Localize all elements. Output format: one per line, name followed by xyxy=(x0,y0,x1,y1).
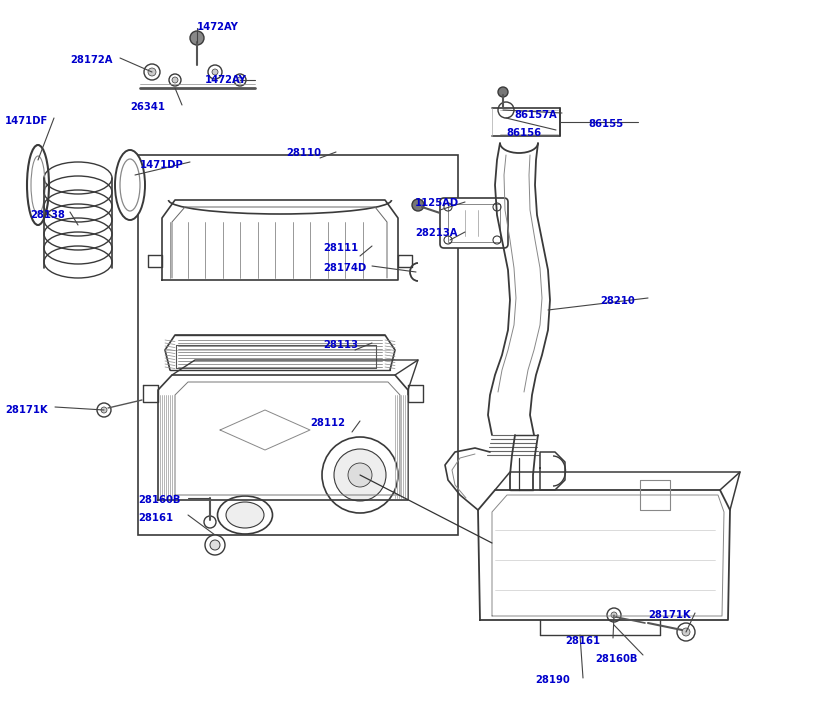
Circle shape xyxy=(412,199,424,211)
Circle shape xyxy=(212,69,218,75)
Text: 1471DP: 1471DP xyxy=(140,160,183,170)
Text: 28174D: 28174D xyxy=(323,263,366,273)
Bar xyxy=(448,204,500,242)
Text: 28210: 28210 xyxy=(600,296,634,306)
FancyBboxPatch shape xyxy=(440,198,508,248)
Circle shape xyxy=(97,403,111,417)
Text: 28160B: 28160B xyxy=(138,495,180,505)
Circle shape xyxy=(498,87,508,97)
Bar xyxy=(138,155,458,535)
Circle shape xyxy=(101,407,107,413)
Circle shape xyxy=(322,437,398,513)
Ellipse shape xyxy=(226,502,264,528)
Text: 28138: 28138 xyxy=(30,210,65,220)
Circle shape xyxy=(348,463,372,487)
Circle shape xyxy=(677,623,695,641)
Text: 1472AY: 1472AY xyxy=(197,22,239,32)
Text: 28110: 28110 xyxy=(286,148,321,158)
Text: 28111: 28111 xyxy=(323,243,358,253)
Text: 1471DF: 1471DF xyxy=(5,116,48,126)
Circle shape xyxy=(148,68,156,76)
Text: 28190: 28190 xyxy=(535,675,570,685)
Text: 86156: 86156 xyxy=(506,128,541,138)
Text: 28161: 28161 xyxy=(565,636,601,646)
Ellipse shape xyxy=(217,496,273,534)
Circle shape xyxy=(204,516,216,528)
Circle shape xyxy=(498,102,514,118)
Circle shape xyxy=(208,65,222,79)
Circle shape xyxy=(237,77,243,83)
Text: 28161: 28161 xyxy=(138,513,173,523)
Circle shape xyxy=(172,77,178,83)
Ellipse shape xyxy=(115,150,145,220)
Circle shape xyxy=(682,628,690,636)
Text: 1125AD: 1125AD xyxy=(415,198,459,208)
Text: 28113: 28113 xyxy=(323,340,358,350)
Text: 86155: 86155 xyxy=(588,119,623,129)
Text: 28213A: 28213A xyxy=(415,228,458,238)
Circle shape xyxy=(611,612,617,618)
Circle shape xyxy=(205,535,225,555)
Circle shape xyxy=(190,31,204,45)
Text: 86157A: 86157A xyxy=(514,110,557,120)
Text: 28171K: 28171K xyxy=(648,610,691,620)
Circle shape xyxy=(334,449,386,501)
Circle shape xyxy=(169,74,181,86)
Circle shape xyxy=(234,74,246,86)
Text: 28160B: 28160B xyxy=(595,654,638,664)
Circle shape xyxy=(210,540,220,550)
Circle shape xyxy=(607,608,621,622)
Text: 1472AY: 1472AY xyxy=(205,75,247,85)
Text: 28112: 28112 xyxy=(310,418,345,428)
Text: 26341: 26341 xyxy=(130,102,165,112)
Text: 28171K: 28171K xyxy=(5,405,48,415)
Text: 28172A: 28172A xyxy=(70,55,112,65)
Circle shape xyxy=(144,64,160,80)
